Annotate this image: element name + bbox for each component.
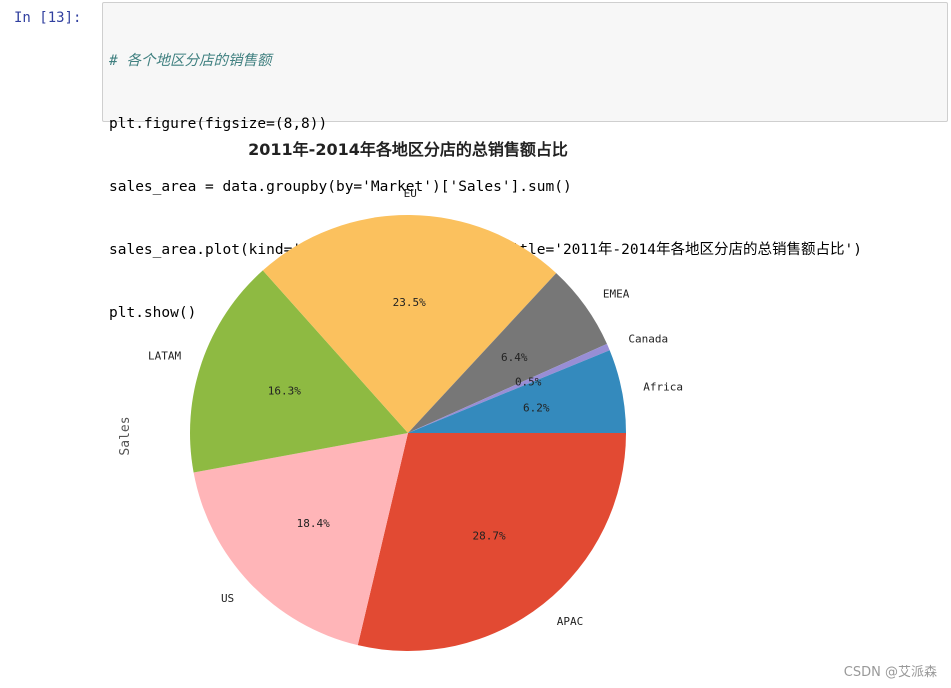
code-cell[interactable]: # 各个地区分店的销售额 plt.figure(figsize=(8,8)) s… <box>102 2 948 321</box>
pie-percent-africa: 6.2% <box>523 402 550 415</box>
pie-percent-emea: 6.4% <box>501 351 528 364</box>
pie-slice-us <box>193 433 408 646</box>
pie-label-apac: APAC <box>557 615 584 628</box>
pie-percent-labels: 28.7% 18.4% 16.3% 23.5% 6.4% 0.5% 6.2% <box>268 296 550 542</box>
code-comment-line: # 各个地区分店的销售额 <box>109 53 272 69</box>
pie-slice-apac <box>357 433 626 652</box>
pie-label-canada: Canada <box>628 333 668 346</box>
pie-slice-emea <box>408 273 607 433</box>
pie-label-africa: Africa <box>643 381 683 394</box>
pie-label-eu: EU <box>404 187 417 200</box>
pie-percent-canada: 0.5% <box>515 375 542 388</box>
code-line-groupby: sales_area = data.groupby(by='Market')['… <box>109 179 572 195</box>
watermark: CSDN @艾派森 <box>843 665 937 680</box>
code-line-figure: plt.figure(figsize=(8,8)) <box>109 116 328 132</box>
pie-percent-eu: 23.5% <box>393 296 426 309</box>
pie-percent-latam: 16.3% <box>268 385 301 398</box>
code-line-show: plt.show() <box>109 305 197 321</box>
pie-slices <box>190 214 626 652</box>
pie-percent-apac: 28.7% <box>473 530 506 543</box>
pie-slice-canada <box>408 343 610 433</box>
chart-title: 2011年-2014年各地区分店的总销售额占比 <box>248 140 568 159</box>
pie-label-us: US <box>221 592 234 605</box>
pie-category-labels: APAC US LATAM EU EMEA Canada Africa <box>148 187 683 628</box>
pie-slice-latam <box>190 270 408 473</box>
chart-output: 2011年-2014年各地区分店的总销售额占比 Sales 28.7% 18.4%… <box>0 124 951 688</box>
cell-prompt: In [13]: <box>14 10 82 26</box>
pie-slice-africa <box>408 350 626 433</box>
pie-label-latam: LATAM <box>148 349 181 362</box>
pie-percent-us: 18.4% <box>297 517 330 530</box>
pie-slice-eu <box>262 214 557 433</box>
pie-chart: 2011年-2014年各地区分店的总销售额占比 Sales 28.7% 18.4%… <box>118 140 683 652</box>
pie-label-emea: EMEA <box>603 287 630 300</box>
y-axis-label: Sales <box>118 416 133 455</box>
